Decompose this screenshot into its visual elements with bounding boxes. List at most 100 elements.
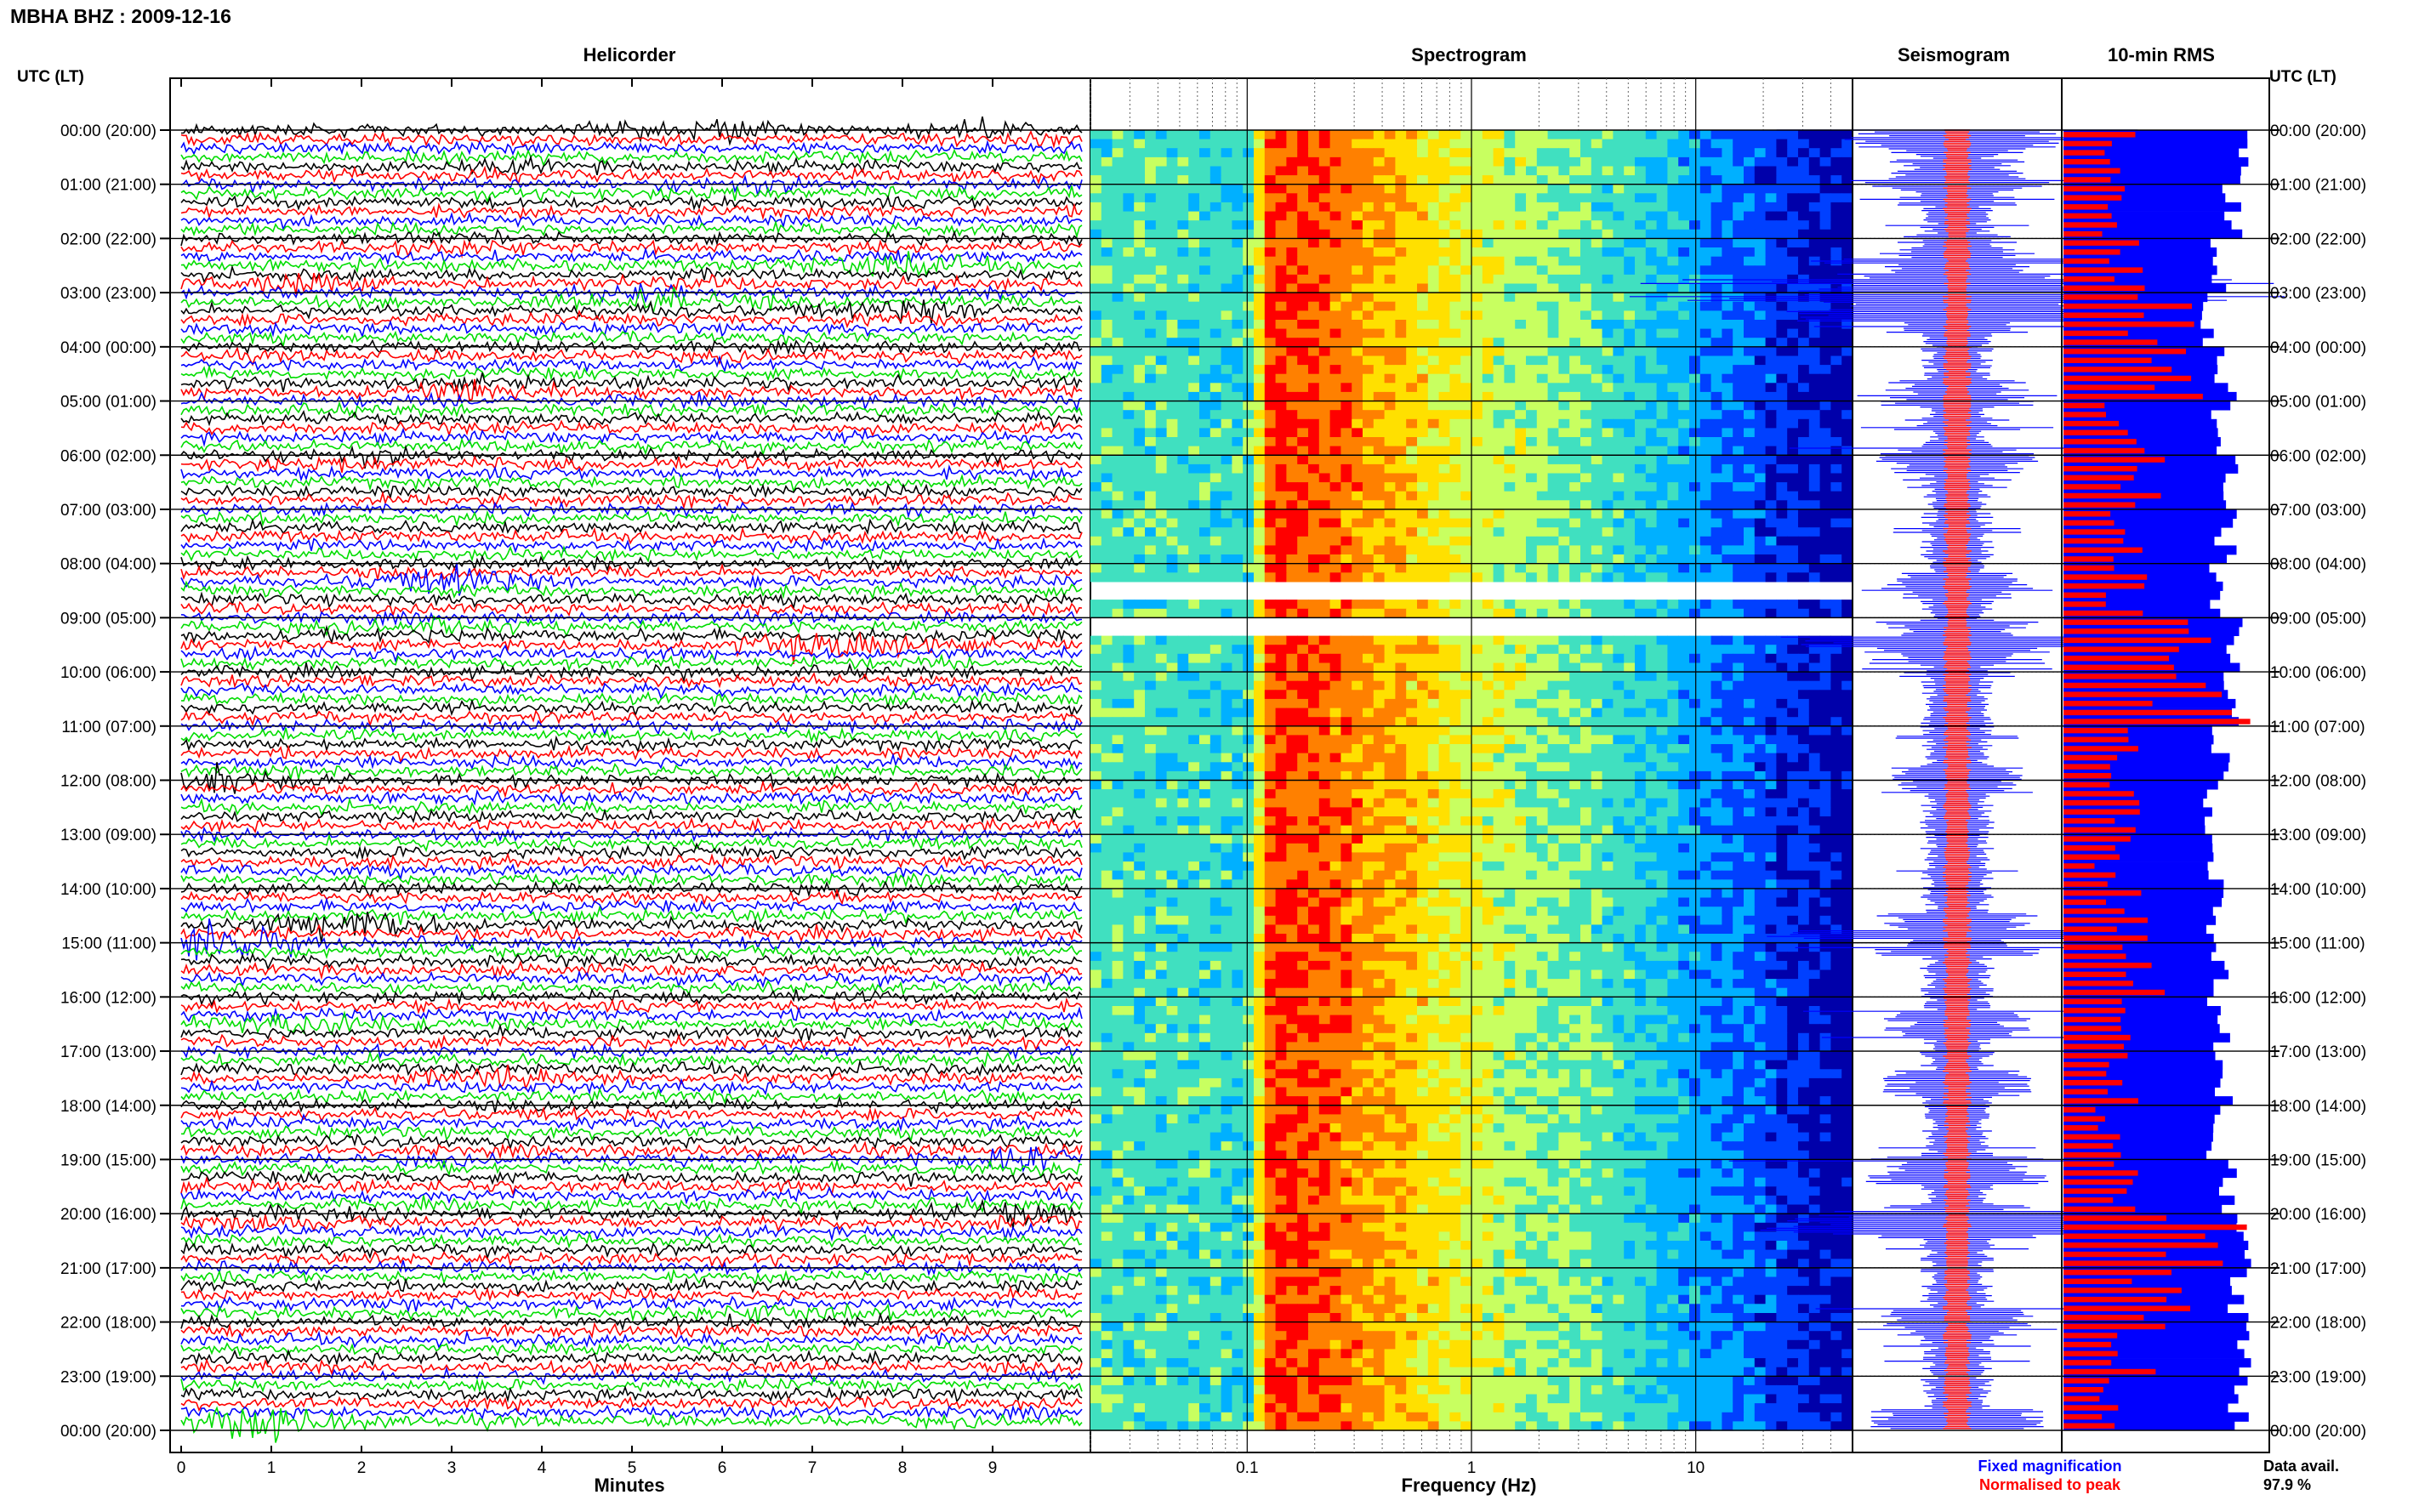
spectrogram-cell [1645, 139, 1658, 149]
spectrogram-cell [1841, 446, 1853, 456]
spectrogram-cell [1471, 256, 1483, 266]
spectrogram-cell [1155, 509, 1168, 520]
spectrogram-cell [1798, 572, 1810, 583]
spectrogram-cell [1656, 293, 1668, 303]
spectrogram-cell [1744, 482, 1756, 492]
spectrogram-cell [1526, 780, 1538, 790]
helicorder-trace [180, 862, 1083, 882]
spectrogram-cell [1090, 391, 1102, 402]
spectrogram-cell [1722, 509, 1733, 520]
spectrogram-cell [1635, 536, 1647, 546]
spectrogram-cell [1177, 320, 1189, 330]
spectrogram-cell [1645, 645, 1658, 655]
spectrogram-cell [1569, 229, 1581, 239]
spectrogram-cell [1710, 391, 1722, 402]
spectrogram-cell [1438, 680, 1450, 691]
spectrogram-cell [1210, 635, 1222, 645]
spectrogram-cell [1710, 373, 1722, 384]
spectrogram-cell [1210, 509, 1222, 520]
spectrogram-cell [1754, 753, 1767, 763]
spectrogram-cell [1569, 130, 1581, 140]
spectrogram-cell [1710, 662, 1722, 673]
spectrogram-cell [1482, 527, 1494, 537]
spectrogram-cell [1134, 600, 1146, 610]
spectrogram-cell [1460, 744, 1472, 754]
spectrogram-cell [1808, 572, 1821, 583]
spectrogram-cell [1318, 238, 1331, 248]
spectrogram-cell [1232, 274, 1244, 285]
spectrogram-cell [1678, 708, 1690, 718]
spectrogram-cell [1101, 645, 1113, 655]
spectrogram-cell [1254, 735, 1266, 745]
spectrogram-cell [1177, 463, 1189, 475]
spectrogram-cell [1765, 265, 1777, 276]
spectrogram-cell [1449, 346, 1461, 356]
spectrogram-cell [1699, 708, 1712, 718]
spectrogram-cell [1547, 193, 1559, 203]
spectrogram-cell [1210, 608, 1222, 618]
spectrogram-cell [1297, 156, 1309, 168]
spectrogram-cell [1123, 410, 1135, 420]
spectrogram-cell [1177, 572, 1189, 583]
spectrogram-cell [1493, 518, 1505, 528]
spectrogram-cell [1112, 509, 1124, 520]
spectrogram-cell [1340, 463, 1352, 475]
spectrogram-cell [1515, 346, 1527, 356]
spectrogram-cell [1275, 473, 1287, 483]
spectrogram-cell [1221, 428, 1232, 438]
spectrogram-cell [1841, 355, 1853, 366]
spectrogram-cell [1329, 446, 1341, 456]
spectrogram-cell [1841, 148, 1853, 158]
spectrogram-cell [1787, 545, 1799, 555]
spectrogram-cell [1145, 418, 1157, 429]
spectrogram-cell [1591, 184, 1603, 194]
spectrogram-cell [1808, 653, 1821, 663]
spectrogram-cell [1656, 662, 1668, 673]
spectrogram-cell [1373, 202, 1386, 213]
spectrogram-cell [1340, 500, 1352, 510]
spectrogram-cell [1722, 753, 1733, 763]
spectrogram-cell [1286, 301, 1298, 311]
spectrogram-cell [1264, 536, 1277, 546]
spectrogram-cell [1580, 156, 1592, 168]
spectrogram-cell [1264, 608, 1277, 618]
spectrogram-cell [1155, 536, 1168, 546]
spectrogram-cell [1384, 418, 1396, 429]
spectrogram-cell [1232, 545, 1244, 555]
spectrogram-cell [1635, 572, 1647, 583]
helicorder-trace [180, 1033, 1083, 1052]
spectrogram-cell [1417, 463, 1429, 475]
spectrogram-cell [1460, 293, 1472, 303]
spectrogram-cell [1699, 328, 1712, 338]
spectrogram-cell [1384, 175, 1396, 185]
spectrogram-cell [1449, 202, 1461, 213]
spectrogram-cell [1591, 139, 1603, 149]
spectrogram-cell [1318, 518, 1331, 528]
helicorder-trace [180, 372, 1083, 393]
spectrogram-cell [1602, 247, 1614, 258]
spectrogram-cell [1188, 148, 1200, 158]
spectrogram-cell [1645, 293, 1658, 303]
spectrogram-cell [1177, 148, 1189, 158]
spectrogram-cell [1613, 600, 1625, 610]
spectrogram-cell [1199, 338, 1211, 348]
spectrogram-cell [1308, 301, 1320, 311]
spectrogram-cell [1776, 698, 1788, 709]
spectrogram-cell [1754, 473, 1767, 483]
spectrogram-cell [1515, 247, 1527, 258]
spectrogram-cell [1145, 518, 1157, 528]
spectrogram-cell [1733, 762, 1745, 772]
spectrogram-cell [1177, 437, 1189, 447]
spectrogram-cell [1395, 220, 1407, 230]
spectrogram-cell [1493, 211, 1505, 221]
spectrogram-cell [1819, 690, 1831, 700]
spectrogram-cell [1547, 428, 1559, 438]
spectrogram-cell [1340, 320, 1352, 330]
spectrogram-cell [1471, 211, 1483, 221]
spectrogram-cell [1699, 572, 1712, 583]
spectrogram-cell [1243, 175, 1255, 185]
spectrogram-cell [1352, 383, 1363, 393]
spectrogram-cell [1384, 717, 1396, 727]
spectrogram-cell [1547, 708, 1559, 718]
spectrogram-cell [1526, 455, 1538, 465]
